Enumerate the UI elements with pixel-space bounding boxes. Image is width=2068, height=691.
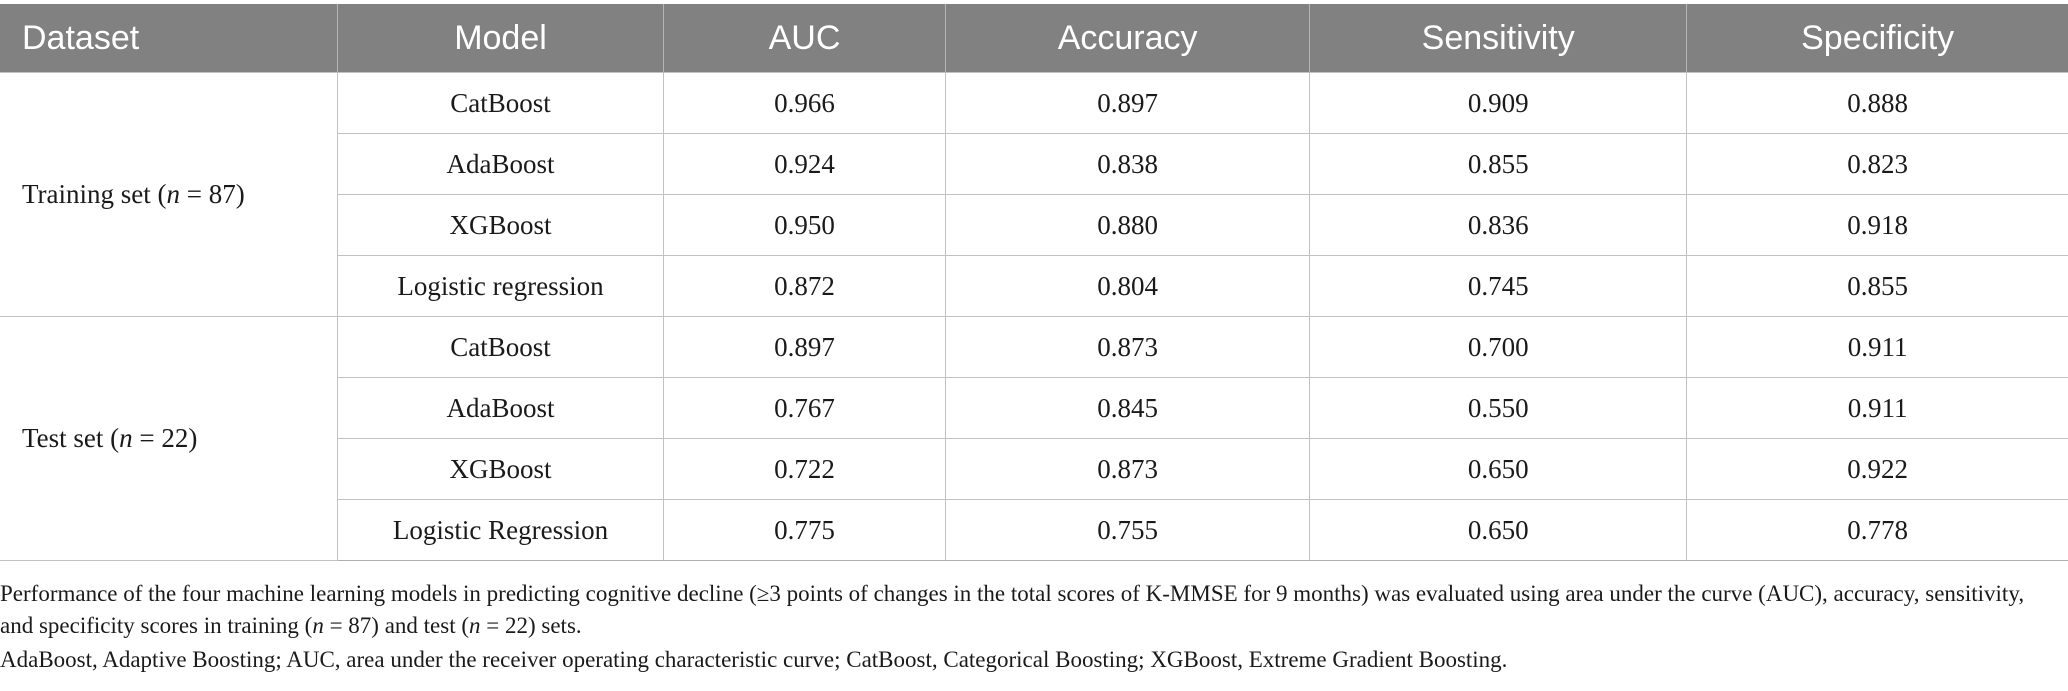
footnote-description: Performance of the four machine learning…	[0, 578, 2060, 642]
group-label-training: Training set (n = 87)	[0, 72, 339, 317]
table-row: Test set (n = 22) CatBoost 0.897 0.873 0…	[0, 316, 2068, 561]
cell-accuracy: 0.873	[945, 438, 1311, 500]
cell-accuracy: 0.880	[945, 194, 1311, 256]
cell-model: CatBoost	[337, 72, 664, 134]
group-label-prefix: Test set (	[22, 423, 120, 453]
table-row: Logistic Regression 0.775 0.755 0.650 0.…	[0, 499, 2068, 561]
cell-model: XGBoost	[337, 438, 664, 500]
footnote-part2: = 87) and test (	[323, 613, 470, 638]
cell-auc: 0.897	[662, 316, 947, 378]
group-label-n: n	[119, 423, 133, 453]
header-auc: AUC	[662, 4, 946, 73]
group-label-prefix: Training set (	[22, 179, 167, 209]
cell-auc: 0.767	[662, 377, 947, 439]
cell-auc: 0.872	[662, 255, 947, 317]
group-label-suffix: = 22)	[132, 423, 198, 453]
cell-specificity: 0.855	[1686, 255, 2068, 317]
cell-sensitivity: 0.650	[1309, 438, 1688, 500]
cell-auc: 0.924	[662, 133, 947, 195]
footnote-part1: Performance of the four machine learning…	[0, 581, 2025, 638]
cell-sensitivity: 0.855	[1309, 133, 1688, 195]
results-table: Dataset Model AUC Accuracy Sensitivity S…	[0, 4, 2068, 561]
group-label-test: Test set (n = 22)	[0, 316, 339, 561]
cell-model: XGBoost	[337, 194, 664, 256]
table-row: Logistic regression 0.872 0.804 0.745 0.…	[0, 255, 2068, 317]
cell-sensitivity: 0.836	[1309, 194, 1688, 256]
cell-sensitivity: 0.745	[1309, 255, 1688, 317]
cell-accuracy: 0.897	[945, 72, 1311, 134]
cell-model: Logistic regression	[337, 255, 664, 317]
header-row: Dataset Model AUC Accuracy Sensitivity S…	[0, 4, 2068, 73]
cell-auc: 0.950	[662, 194, 947, 256]
cell-sensitivity: 0.650	[1309, 499, 1688, 561]
cell-auc: 0.966	[662, 72, 947, 134]
cell-accuracy: 0.845	[945, 377, 1311, 439]
cell-model: AdaBoost	[337, 377, 664, 439]
group-label-n: n	[166, 179, 181, 209]
footnote-abbreviations: AdaBoost, Adaptive Boosting; AUC, area u…	[0, 647, 1508, 672]
cell-sensitivity: 0.909	[1309, 72, 1688, 134]
table-row: XGBoost 0.950 0.880 0.836 0.918	[0, 194, 2068, 256]
cell-specificity: 0.911	[1686, 316, 2068, 378]
cell-specificity: 0.778	[1686, 499, 2068, 561]
cell-sensitivity: 0.550	[1309, 377, 1688, 439]
cell-model: Logistic Regression	[337, 499, 664, 561]
header-sensitivity: Sensitivity	[1309, 4, 1687, 73]
cell-model: AdaBoost	[337, 133, 664, 195]
footnote-n-training: n	[312, 613, 324, 638]
cell-specificity: 0.823	[1686, 133, 2068, 195]
table-row: Training set (n = 87) CatBoost 0.966 0.8…	[0, 72, 2068, 317]
cell-accuracy: 0.804	[945, 255, 1311, 317]
group-label-suffix: = 87)	[180, 179, 245, 209]
cell-specificity: 0.922	[1686, 438, 2068, 500]
cell-auc: 0.775	[662, 499, 947, 561]
header-dataset: Dataset	[0, 4, 338, 73]
cell-accuracy: 0.873	[945, 316, 1311, 378]
header-accuracy: Accuracy	[945, 4, 1310, 73]
header-model: Model	[337, 4, 664, 73]
table-row: XGBoost 0.722 0.873 0.650 0.922	[0, 438, 2068, 500]
group-training: Training set (n = 87) CatBoost 0.966 0.8…	[0, 72, 2068, 317]
footnote-part3: = 22) sets.	[480, 613, 582, 638]
cell-accuracy: 0.838	[945, 133, 1311, 195]
cell-specificity: 0.888	[1686, 72, 2068, 134]
table-row: AdaBoost 0.924 0.838 0.855 0.823	[0, 133, 2068, 195]
cell-model: CatBoost	[337, 316, 664, 378]
cell-specificity: 0.911	[1686, 377, 2068, 439]
footnote-n-test: n	[469, 613, 481, 638]
cell-sensitivity: 0.700	[1309, 316, 1688, 378]
cell-accuracy: 0.755	[945, 499, 1311, 561]
group-test: Test set (n = 22) CatBoost 0.897 0.873 0…	[0, 316, 2068, 561]
cell-specificity: 0.918	[1686, 194, 2068, 256]
cell-auc: 0.722	[662, 438, 947, 500]
table-footnotes: Performance of the four machine learning…	[0, 578, 2060, 676]
header-specificity: Specificity	[1686, 4, 2068, 73]
